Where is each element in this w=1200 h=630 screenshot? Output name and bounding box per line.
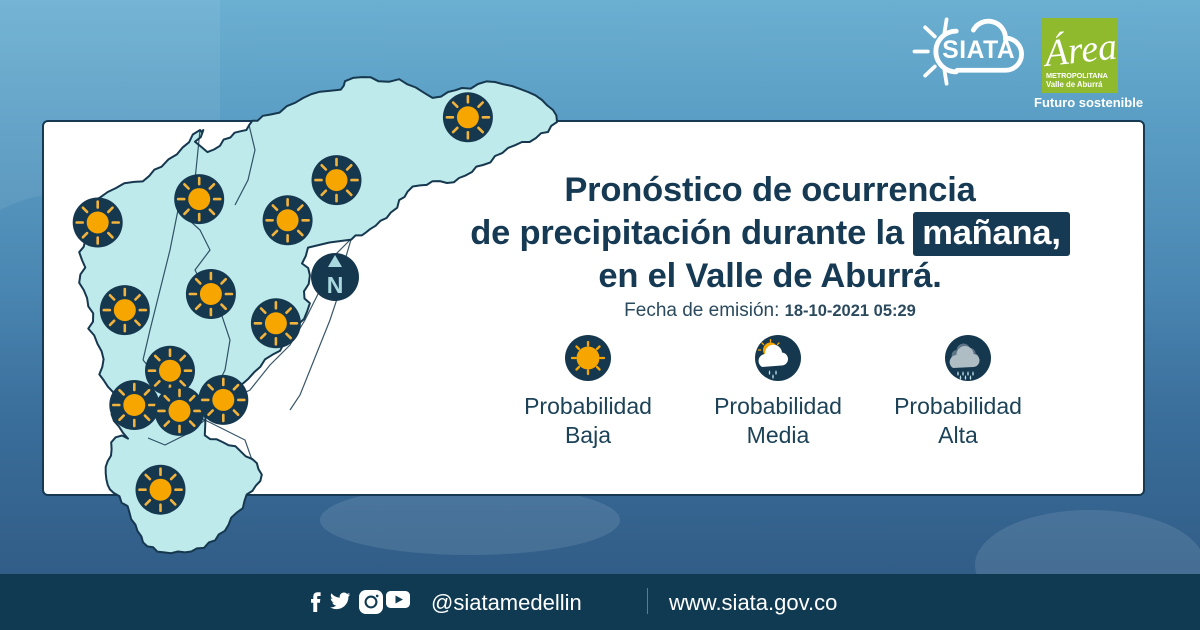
- svg-text:N: N: [327, 272, 344, 298]
